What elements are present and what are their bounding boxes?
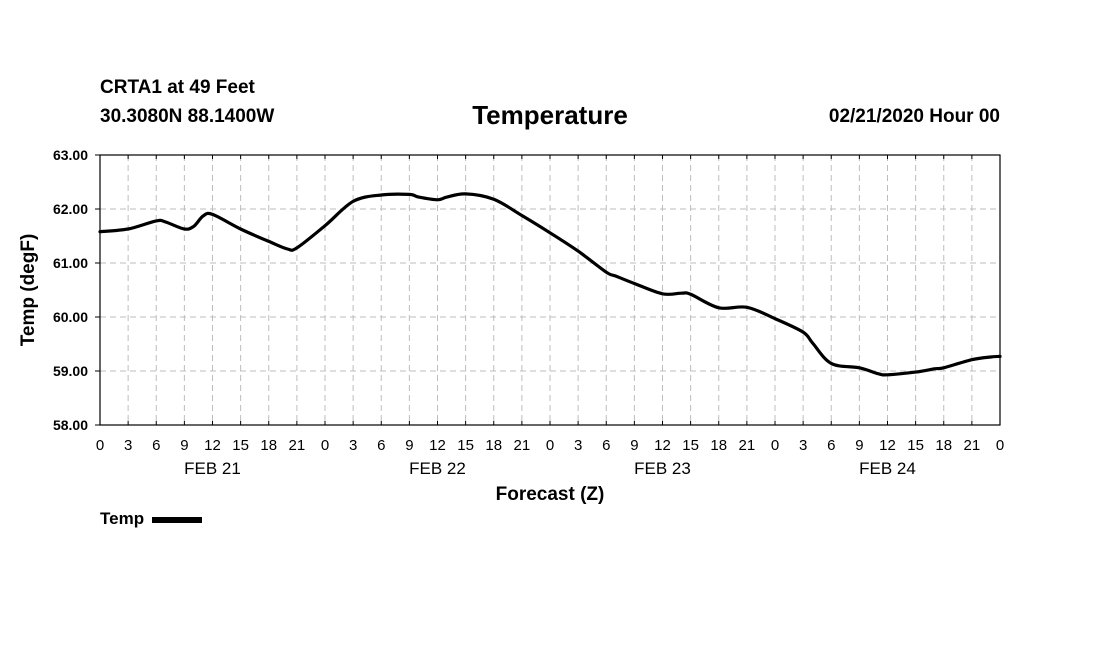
x-tick-label: 3: [799, 437, 807, 454]
x-tick-label: 3: [574, 437, 582, 454]
plot-frame: [99, 154, 1001, 426]
x-tick-label: 18: [485, 437, 502, 454]
x-tick-label: 9: [180, 437, 188, 454]
forecast-issue-time: 02/21/2020 Hour 00: [828, 106, 1000, 127]
x-tick-label: 9: [855, 437, 863, 454]
series-line-temp: [98, 192, 1002, 377]
x-tick-label: 3: [349, 437, 357, 454]
x-tick-label: 9: [630, 437, 638, 454]
x-tick-label: 12: [879, 437, 896, 454]
legend-label: Temp: [100, 509, 145, 528]
x-tick-label: 12: [654, 437, 671, 454]
y-tick-label: 62.00: [53, 201, 88, 217]
x-tick-label: 15: [232, 437, 249, 454]
x-tick-label: 15: [907, 437, 924, 454]
x-tick-label: 0: [96, 437, 104, 454]
y-tick-label: 60.00: [53, 309, 88, 325]
day-label: FEB 24: [859, 459, 916, 478]
x-axis-title: Forecast (Z): [496, 484, 605, 505]
x-tick-label: 6: [827, 437, 835, 454]
x-tick-label: 21: [289, 437, 306, 454]
station-name: CRTA1 at 49 Feet: [100, 77, 255, 98]
x-tick-label: 6: [377, 437, 385, 454]
day-label: FEB 22: [409, 459, 466, 478]
day-label: FEB 23: [634, 459, 691, 478]
x-tick-label: 18: [260, 437, 277, 454]
x-tick-label: 6: [152, 437, 160, 454]
y-tick-label: 58.00: [53, 417, 88, 433]
x-tick-label: 0: [546, 437, 554, 454]
x-tick-label: 18: [935, 437, 952, 454]
x-tick-label: 18: [710, 437, 727, 454]
x-tick-label: 0: [771, 437, 779, 454]
y-axis-title: Temp (degF): [18, 234, 39, 347]
x-tick-label: 6: [602, 437, 610, 454]
x-tick-label: 12: [204, 437, 221, 454]
x-tick-label: 12: [429, 437, 446, 454]
x-tick-label: 15: [457, 437, 474, 454]
x-tick-label: 21: [739, 437, 756, 454]
y-tick-label: 59.00: [53, 363, 88, 379]
x-tick-label: 0: [996, 437, 1004, 454]
chart-title: Temperature: [472, 100, 628, 130]
x-tick-label: 21: [964, 437, 981, 454]
day-label: FEB 21: [184, 459, 241, 478]
y-tick-label: 63.00: [53, 147, 88, 163]
x-tick-label: 21: [514, 437, 531, 454]
station-coordinates: 30.3080N 88.1400W: [100, 106, 275, 127]
x-tick-label: 0: [321, 437, 329, 454]
y-tick-label: 61.00: [53, 255, 88, 271]
legend: Temp: [100, 509, 203, 529]
legend-swatch: [152, 516, 203, 523]
x-tick-label: 9: [405, 437, 413, 454]
x-tick-label: 15: [682, 437, 699, 454]
x-tick-label: 3: [124, 437, 132, 454]
